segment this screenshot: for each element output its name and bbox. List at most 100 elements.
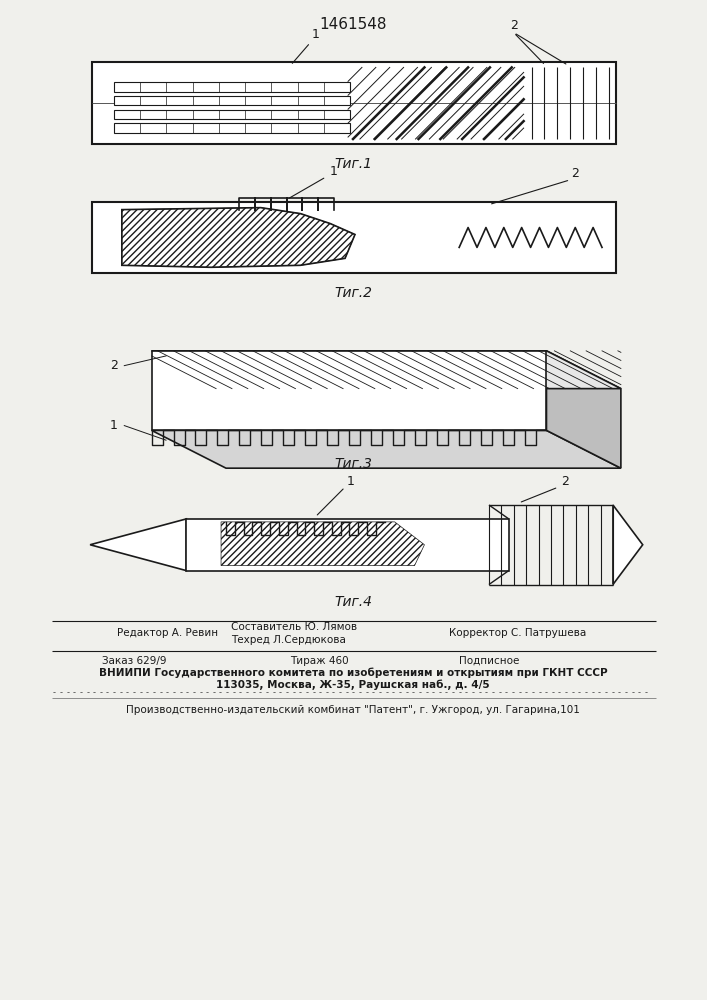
Text: -: -	[292, 688, 296, 697]
Text: -: -	[411, 688, 415, 697]
Text: -: -	[146, 688, 149, 697]
Text: -: -	[212, 688, 216, 697]
Text: -: -	[219, 688, 222, 697]
Text: 1: 1	[347, 475, 355, 488]
Text: -: -	[405, 688, 408, 697]
Text: 2: 2	[510, 19, 518, 32]
Text: -: -	[631, 688, 634, 697]
Bar	[114, 123, 350, 133]
Text: -: -	[139, 688, 142, 697]
Text: -: -	[259, 688, 262, 697]
Text: -: -	[372, 688, 375, 697]
Polygon shape	[151, 351, 547, 430]
Text: -: -	[458, 688, 462, 697]
Text: -: -	[432, 688, 435, 697]
Text: -: -	[73, 688, 76, 697]
Text: -: -	[272, 688, 275, 697]
Text: -: -	[312, 688, 315, 697]
Text: -: -	[332, 688, 335, 697]
Text: -: -	[479, 688, 481, 697]
Text: -: -	[358, 688, 362, 697]
Polygon shape	[547, 351, 621, 468]
Text: -: -	[591, 688, 595, 697]
Text: 2: 2	[110, 359, 118, 372]
Text: Корректор С. Патрушева: Корректор С. Патрушева	[449, 628, 587, 638]
Polygon shape	[122, 208, 355, 267]
Text: 2: 2	[561, 475, 569, 488]
Text: -: -	[571, 688, 574, 697]
Text: -: -	[445, 688, 448, 697]
Text: -: -	[119, 688, 122, 697]
Text: 1461548: 1461548	[320, 17, 387, 32]
Text: -: -	[266, 688, 269, 697]
Text: -: -	[585, 688, 588, 697]
Text: -: -	[192, 688, 195, 697]
Text: -: -	[126, 688, 129, 697]
Text: 2: 2	[571, 167, 579, 180]
Text: -: -	[133, 688, 136, 697]
Bar	[114, 110, 350, 119]
Text: -: -	[638, 688, 641, 697]
Bar	[187, 519, 509, 571]
Text: Составитель Ю. Лямов: Составитель Ю. Лямов	[231, 622, 357, 632]
Text: -: -	[452, 688, 455, 697]
Text: -: -	[153, 688, 156, 697]
Text: -: -	[612, 688, 614, 697]
Text: ВНИИПИ Государственного комитета по изобретениям и открытиям при ГКНТ СССР: ВНИИПИ Государственного комитета по изоб…	[99, 668, 607, 678]
Text: Редактор А. Ревин: Редактор А. Ревин	[117, 628, 218, 638]
Bar	[189, 522, 506, 568]
Text: -: -	[339, 688, 341, 697]
Text: -: -	[485, 688, 488, 697]
Text: -: -	[166, 688, 169, 697]
Bar	[94, 204, 193, 271]
Text: Тираж 460: Тираж 460	[291, 656, 349, 666]
Text: -: -	[518, 688, 521, 697]
Text: -: -	[525, 688, 528, 697]
Text: -: -	[545, 688, 548, 697]
Text: Τиг.4: Τиг.4	[334, 595, 372, 609]
Text: -: -	[385, 688, 388, 697]
Text: -: -	[378, 688, 382, 697]
Text: -: -	[112, 688, 116, 697]
Text: -: -	[245, 688, 249, 697]
Text: Τиг.3: Τиг.3	[334, 457, 372, 471]
Text: -: -	[512, 688, 515, 697]
Polygon shape	[151, 351, 621, 389]
Text: -: -	[624, 688, 628, 697]
Text: Τиг.2: Τиг.2	[334, 286, 372, 300]
Text: -: -	[491, 688, 495, 697]
Text: 1: 1	[110, 419, 118, 432]
Text: -: -	[345, 688, 349, 697]
Text: Техред Л.Сердюкова: Техред Л.Сердюкова	[231, 635, 346, 645]
Text: -: -	[233, 688, 235, 697]
Text: -: -	[226, 688, 228, 697]
Text: -: -	[352, 688, 355, 697]
Bar	[114, 82, 350, 92]
Text: -: -	[159, 688, 162, 697]
Text: -: -	[498, 688, 501, 697]
Text: -: -	[472, 688, 474, 697]
Polygon shape	[613, 505, 643, 585]
Text: -: -	[532, 688, 534, 697]
Text: -: -	[252, 688, 255, 697]
Bar	[114, 96, 350, 105]
Text: -: -	[279, 688, 282, 697]
Text: 113035, Москва, Ж-35, Раушская наб., д. 4/5: 113035, Москва, Ж-35, Раушская наб., д. …	[216, 680, 490, 690]
Text: 1: 1	[329, 165, 337, 178]
Text: -: -	[79, 688, 83, 697]
Text: -: -	[392, 688, 395, 697]
Text: -: -	[286, 688, 288, 697]
Bar	[92, 62, 616, 144]
Text: -: -	[53, 688, 56, 697]
Text: -: -	[319, 688, 322, 697]
Text: -: -	[100, 688, 103, 697]
Text: -: -	[538, 688, 541, 697]
Text: -: -	[325, 688, 329, 697]
Text: -: -	[305, 688, 308, 697]
Polygon shape	[90, 519, 187, 571]
Text: -: -	[179, 688, 182, 697]
Text: -: -	[93, 688, 95, 697]
Text: -: -	[419, 688, 421, 697]
Text: Подписное: Подписное	[459, 656, 520, 666]
Text: -: -	[438, 688, 441, 697]
